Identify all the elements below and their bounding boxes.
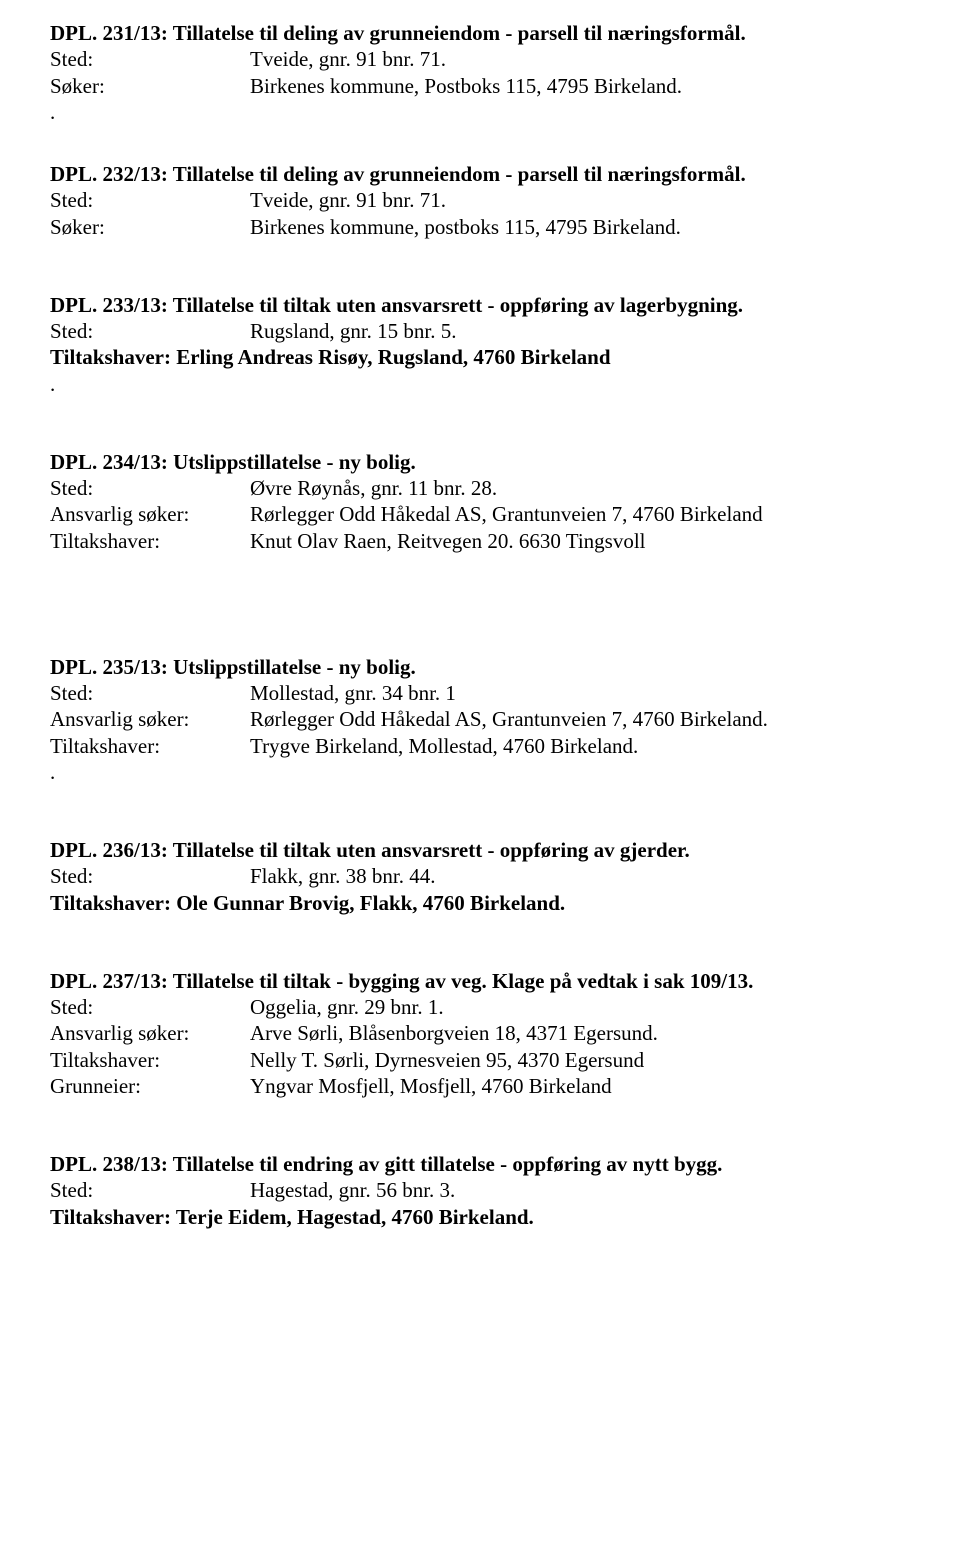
field-label: Ansvarlig søker:: [50, 1020, 250, 1046]
case-entry: DPL. 237/13: Tillatelse til tiltak - byg…: [50, 968, 960, 1099]
trailing-dot: .: [50, 99, 960, 125]
field-label: Sted:: [50, 318, 250, 344]
case-title: DPL. 233/13: Tillatelse til tiltak uten …: [50, 292, 960, 318]
field-value: Tveide, gnr. 91 bnr. 71.: [250, 46, 960, 72]
field-value: Trygve Birkeland, Mollestad, 4760 Birkel…: [250, 733, 960, 759]
case-title: DPL. 237/13: Tillatelse til tiltak - byg…: [50, 968, 960, 994]
case-entry: DPL. 233/13: Tillatelse til tiltak uten …: [50, 292, 960, 397]
case-title: DPL. 231/13: Tillatelse til deling av gr…: [50, 20, 960, 46]
field-row: Sted: Oggelia, gnr. 29 bnr. 1.: [50, 994, 960, 1020]
field-value: Mollestad, gnr. 34 bnr. 1: [250, 680, 960, 706]
field-row: Søker: Birkenes kommune, postboks 115, 4…: [50, 214, 960, 240]
field-label: Søker:: [50, 73, 250, 99]
field-row: Sted: Tveide, gnr. 91 bnr. 71.: [50, 187, 960, 213]
field-row: Sted: Øvre Røynås, gnr. 11 bnr. 28.: [50, 475, 960, 501]
field-label: Sted:: [50, 187, 250, 213]
field-value: Rørlegger Odd Håkedal AS, Grantunveien 7…: [250, 501, 960, 527]
field-value: Flakk, gnr. 38 bnr. 44.: [250, 863, 960, 889]
field-row: Sted: Flakk, gnr. 38 bnr. 44.: [50, 863, 960, 889]
field-value: Oggelia, gnr. 29 bnr. 1.: [250, 994, 960, 1020]
field-row: Ansvarlig søker: Rørlegger Odd Håkedal A…: [50, 706, 960, 732]
case-entry: DPL. 231/13: Tillatelse til deling av gr…: [50, 20, 960, 125]
field-row: Sted: Mollestad, gnr. 34 bnr. 1: [50, 680, 960, 706]
field-value: Rørlegger Odd Håkedal AS, Grantunveien 7…: [250, 706, 960, 732]
tiltakshaver-line: Tiltakshaver: Erling Andreas Risøy, Rugs…: [50, 344, 960, 370]
field-value: Knut Olav Raen, Reitvegen 20. 6630 Tings…: [250, 528, 960, 554]
case-entry: DPL. 235/13: Utslippstillatelse - ny bol…: [50, 654, 960, 785]
field-row: Sted: Rugsland, gnr. 15 bnr. 5.: [50, 318, 960, 344]
tiltakshaver-line: Tiltakshaver: Terje Eidem, Hagestad, 476…: [50, 1204, 960, 1230]
trailing-dot: .: [50, 371, 960, 397]
field-row: Sted: Tveide, gnr. 91 bnr. 71.: [50, 46, 960, 72]
case-entry: DPL. 238/13: Tillatelse til endring av g…: [50, 1151, 960, 1230]
case-entry: DPL. 236/13: Tillatelse til tiltak uten …: [50, 837, 960, 916]
field-label: Ansvarlig søker:: [50, 501, 250, 527]
field-row: Tiltakshaver: Knut Olav Raen, Reitvegen …: [50, 528, 960, 554]
field-label: Sted:: [50, 680, 250, 706]
field-label: Ansvarlig søker:: [50, 706, 250, 732]
field-row: Søker: Birkenes kommune, Postboks 115, 4…: [50, 73, 960, 99]
field-row: Tiltakshaver: Nelly T. Sørli, Dyrnesveie…: [50, 1047, 960, 1073]
field-row: Sted: Hagestad, gnr. 56 bnr. 3.: [50, 1177, 960, 1203]
case-title: DPL. 234/13: Utslippstillatelse - ny bol…: [50, 449, 960, 475]
case-title: DPL. 236/13: Tillatelse til tiltak uten …: [50, 837, 960, 863]
case-title: DPL. 235/13: Utslippstillatelse - ny bol…: [50, 654, 960, 680]
field-label: Sted:: [50, 1177, 250, 1203]
case-title: DPL. 238/13: Tillatelse til endring av g…: [50, 1151, 960, 1177]
field-value: Tveide, gnr. 91 bnr. 71.: [250, 187, 960, 213]
field-value: Nelly T. Sørli, Dyrnesveien 95, 4370 Ege…: [250, 1047, 960, 1073]
field-label: Tiltakshaver:: [50, 1047, 250, 1073]
field-label: Sted:: [50, 46, 250, 72]
field-value: Arve Sørli, Blåsenborgveien 18, 4371 Ege…: [250, 1020, 960, 1046]
field-label: Sted:: [50, 863, 250, 889]
field-row: Ansvarlig søker: Rørlegger Odd Håkedal A…: [50, 501, 960, 527]
field-row: Ansvarlig søker: Arve Sørli, Blåsenborgv…: [50, 1020, 960, 1046]
field-row: Grunneier: Yngvar Mosfjell, Mosfjell, 47…: [50, 1073, 960, 1099]
trailing-dot: .: [50, 759, 960, 785]
case-entry: DPL. 232/13: Tillatelse til deling av gr…: [50, 161, 960, 240]
case-title: DPL. 232/13: Tillatelse til deling av gr…: [50, 161, 960, 187]
field-value: Birkenes kommune, Postboks 115, 4795 Bir…: [250, 73, 960, 99]
field-value: Birkenes kommune, postboks 115, 4795 Bir…: [250, 214, 960, 240]
field-row: Tiltakshaver: Trygve Birkeland, Mollesta…: [50, 733, 960, 759]
field-label: Grunneier:: [50, 1073, 250, 1099]
field-label: Tiltakshaver:: [50, 733, 250, 759]
field-label: Sted:: [50, 994, 250, 1020]
field-label: Tiltakshaver:: [50, 528, 250, 554]
field-value: Hagestad, gnr. 56 bnr. 3.: [250, 1177, 960, 1203]
tiltakshaver-line: Tiltakshaver: Ole Gunnar Brovig, Flakk, …: [50, 890, 960, 916]
field-label: Søker:: [50, 214, 250, 240]
field-value: Øvre Røynås, gnr. 11 bnr. 28.: [250, 475, 960, 501]
field-label: Sted:: [50, 475, 250, 501]
case-entry: DPL. 234/13: Utslippstillatelse - ny bol…: [50, 449, 960, 554]
field-value: Rugsland, gnr. 15 bnr. 5.: [250, 318, 960, 344]
field-value: Yngvar Mosfjell, Mosfjell, 4760 Birkelan…: [250, 1073, 960, 1099]
